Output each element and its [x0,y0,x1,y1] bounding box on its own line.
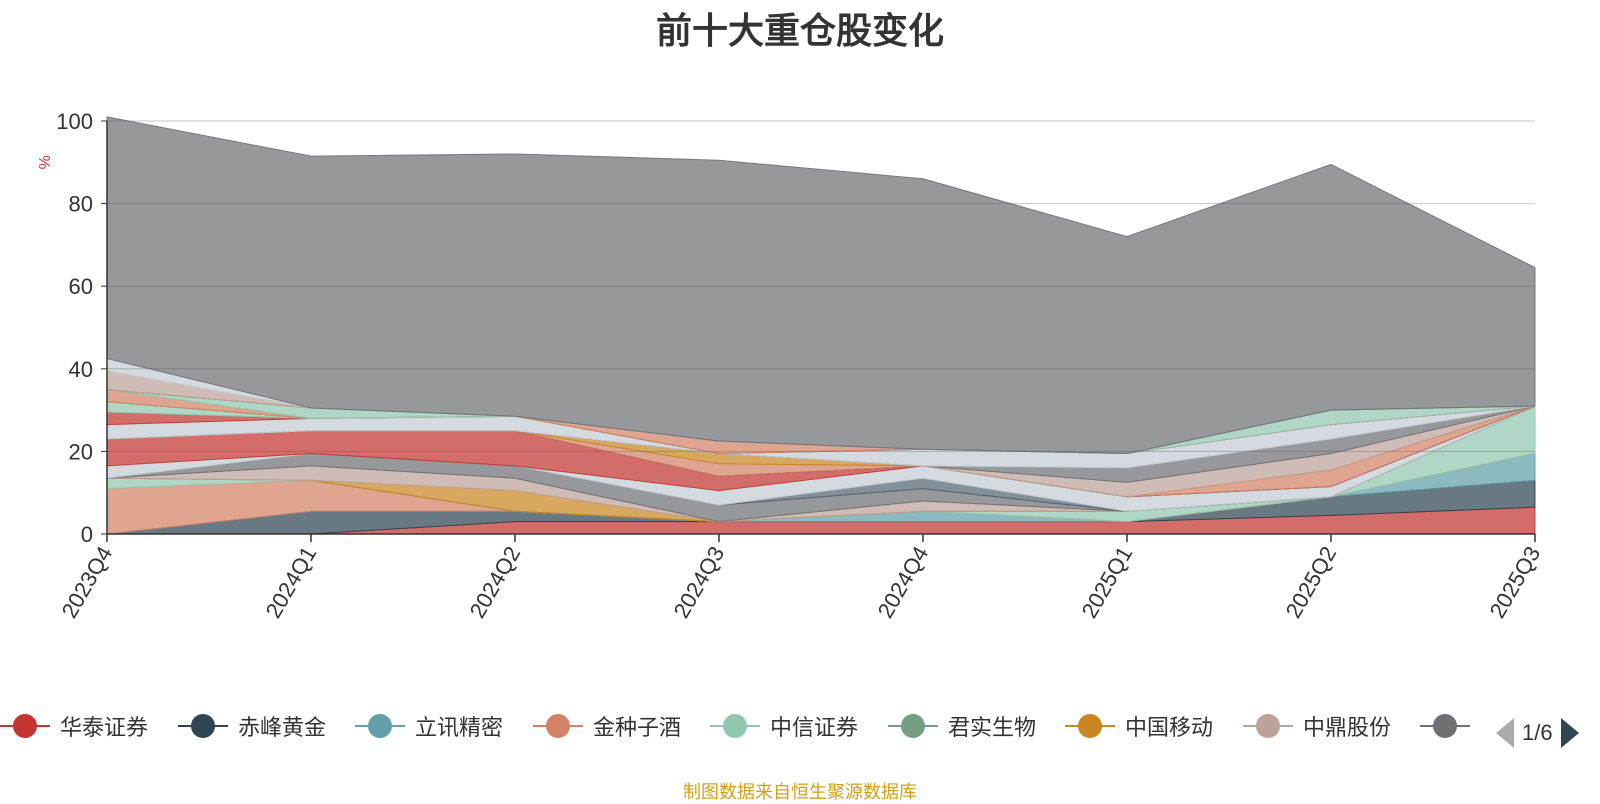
x-tick-label: 2023Q4 [57,542,118,622]
y-tick-label: 100 [56,109,93,134]
legend-label: 赤峰黄金 [238,715,327,740]
y-tick-label: 80 [69,192,93,217]
y-axis-label: % [37,155,54,169]
legend: 华泰证券 赤峰黄金 立讯精密 金种子酒 中信证券 君实生物 中国移动 中鼎股份 [0,706,1480,746]
x-tick-label: 2025Q1 [1077,542,1138,622]
legend-label: 中国移动 [1125,715,1214,740]
area-layers [106,116,1536,535]
legend-marker-icon [533,713,583,739]
x-tick-label: 2024Q1 [261,542,322,622]
legend-marker-icon [178,713,228,739]
legend-label: 中鼎股份 [1303,715,1392,740]
x-tick-label: 2024Q4 [873,542,934,622]
legend-marker-icon [888,713,938,739]
grid-lines [107,120,1535,452]
y-tick-label: 40 [69,357,93,382]
legend-item[interactable]: 中鼎股份 [1243,706,1391,746]
x-tick-label: 2025Q3 [1485,542,1546,622]
source-note: 制图数据来自恒生聚源数据库 [683,782,917,802]
legend-marker-icon [1243,713,1293,739]
legend-marker-icon [355,713,405,739]
legend-item[interactable]: 君实生物 [888,706,1036,746]
legend-item[interactable]: 赤峰黄金 [178,706,326,746]
pager-text: 1/6 [1522,720,1553,745]
area-layer-17 [106,116,1536,455]
y-tick-label: 60 [69,274,93,299]
x-tick-label: 2024Q3 [669,542,730,622]
legend-item[interactable]: 中国移动 [1065,706,1213,746]
legend-marker-icon [1065,713,1115,739]
legend-marker-icon [0,713,50,739]
pager-next-icon[interactable] [1560,718,1579,748]
legend-label: 中信证券 [770,715,859,740]
legend-pager: 1/6 [1496,716,1579,750]
legend-label: 君实生物 [948,715,1037,740]
legend-label: 华泰证券 [60,715,149,740]
legend-item[interactable] [1420,706,1480,746]
pager-prev-icon[interactable] [1496,718,1514,748]
legend-marker-icon [710,713,760,739]
legend-label: 金种子酒 [593,715,682,740]
legend-marker-icon [1420,713,1470,739]
chart-title: 前十大重仓股变化 [655,10,944,51]
y-tick-label: 20 [69,439,93,464]
legend-item[interactable]: 立讯精密 [355,706,503,746]
x-tick-label: 2025Q2 [1281,542,1342,622]
x-tick-label: 2024Q2 [465,542,526,622]
y-tick-label: 0 [81,522,93,547]
legend-item[interactable]: 华泰证券 [0,706,148,746]
legend-item[interactable]: 中信证券 [710,706,858,746]
legend-label: 立讯精密 [415,715,504,740]
legend-item[interactable]: 金种子酒 [533,706,681,746]
